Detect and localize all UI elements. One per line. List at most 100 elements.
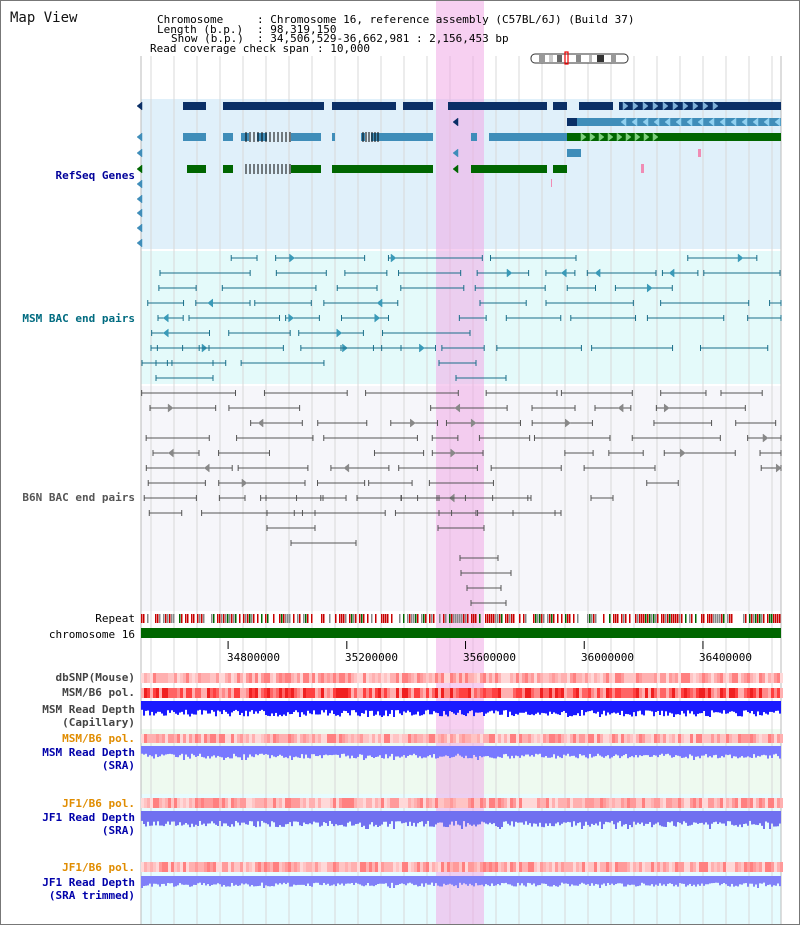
- depth-bar: [327, 746, 329, 756]
- heat-cell: [645, 862, 648, 872]
- depth-bar: [161, 811, 163, 826]
- repeat-element: [743, 614, 745, 623]
- depth-bar: [197, 746, 199, 756]
- heat-cell: [480, 862, 483, 872]
- depth-bar: [563, 746, 565, 755]
- depth-bar: [161, 746, 163, 755]
- heat-cell: [363, 673, 366, 683]
- depth-bar: [181, 811, 183, 826]
- repeat-element: [443, 614, 445, 623]
- heat-cell: [759, 688, 762, 698]
- depth-bar: [447, 701, 449, 717]
- depth-bar: [415, 876, 417, 885]
- repeat-element: [751, 614, 753, 623]
- heat-cell: [180, 688, 183, 698]
- gene-exon-block: [291, 133, 321, 141]
- gene-strand-arrow: [598, 132, 605, 142]
- heat-cell: [255, 862, 258, 872]
- depth-bar: [577, 811, 579, 824]
- depth-bar: [639, 746, 641, 756]
- depth-bar: [587, 746, 589, 759]
- heat-cell: [714, 688, 717, 698]
- heat-cell: [369, 734, 372, 743]
- depth-bar: [435, 701, 437, 713]
- depth-bar: [551, 701, 553, 714]
- gene-exon-block: [641, 164, 644, 173]
- depth-bar: [453, 701, 455, 714]
- heat-cell: [411, 798, 414, 808]
- gene-strand-arrow: [616, 132, 623, 142]
- depth-bar: [771, 876, 773, 887]
- depth-bar: [401, 746, 403, 757]
- heat-cell: [318, 798, 321, 808]
- heat-cell: [366, 862, 369, 872]
- heat-cell: [753, 688, 756, 698]
- heat-cell: [744, 688, 747, 698]
- depth-bar: [307, 811, 309, 825]
- depth-bar: [597, 701, 599, 712]
- heat-cell: [372, 688, 375, 698]
- depth-bar: [703, 876, 705, 886]
- track-label-refseq[interactable]: RefSeq Genes: [55, 169, 135, 182]
- depth-bar: [387, 876, 389, 887]
- heat-cell: [435, 688, 438, 698]
- depth-bar: [295, 876, 297, 886]
- depth-bar: [597, 746, 599, 754]
- depth-bar: [573, 876, 575, 886]
- depth-bar: [735, 746, 737, 757]
- heat-cell: [615, 688, 618, 698]
- repeat-element: [245, 614, 247, 623]
- heat-cell: [642, 798, 645, 808]
- depth-bar: [519, 811, 521, 823]
- depth-bar: [693, 701, 695, 715]
- heat-cell: [471, 673, 474, 683]
- heat-cell: [408, 862, 411, 872]
- depth-bar: [153, 746, 155, 759]
- depth-bar: [539, 811, 541, 823]
- depth-bar: [305, 746, 307, 755]
- heat-cell: [720, 798, 723, 808]
- ruler-tick-label: 35600000: [463, 651, 516, 664]
- gene-strand-arrow: [675, 117, 682, 127]
- repeat-element: [645, 614, 647, 623]
- depth-bar: [563, 811, 565, 823]
- heat-cell: [606, 688, 609, 698]
- depth-bar: [303, 746, 305, 759]
- heat-cell: [555, 734, 558, 743]
- heat-cell: [648, 734, 651, 743]
- depth-bar: [295, 701, 297, 711]
- depth-bar: [465, 876, 467, 885]
- heat-cell: [639, 862, 642, 872]
- depth-bar: [249, 701, 251, 712]
- depth-bar: [491, 701, 493, 711]
- heat-cell: [573, 673, 576, 683]
- heat-cell: [723, 862, 726, 872]
- heat-cell: [735, 688, 738, 698]
- repeat-element: [587, 614, 589, 623]
- depth-bar: [167, 811, 169, 822]
- depth-bar: [215, 876, 217, 885]
- heat-cell: [465, 798, 468, 808]
- depth-bar: [301, 701, 303, 713]
- heat-cell: [402, 688, 405, 698]
- depth-bar: [373, 701, 375, 716]
- heat-cell: [624, 798, 627, 808]
- depth-bar: [453, 811, 455, 826]
- depth-bar: [769, 746, 771, 756]
- selection-highlight[interactable]: [436, 1, 484, 924]
- heat-cell: [627, 862, 630, 872]
- track-label-b6n-bac[interactable]: B6N BAC end pairs: [22, 491, 135, 504]
- heat-cell: [582, 734, 585, 743]
- repeat-element: [403, 614, 405, 623]
- heat-cell: [339, 734, 342, 743]
- depth-bar: [457, 811, 459, 825]
- depth-bar: [705, 876, 707, 885]
- depth-bar: [209, 701, 211, 714]
- bac-end-arrow: [288, 313, 294, 323]
- depth-bar: [329, 746, 331, 755]
- track-label-msm-bac[interactable]: MSM BAC end pairs: [22, 312, 135, 325]
- depth-bar: [491, 876, 493, 884]
- depth-bar: [371, 746, 373, 757]
- depth-bar: [733, 746, 735, 757]
